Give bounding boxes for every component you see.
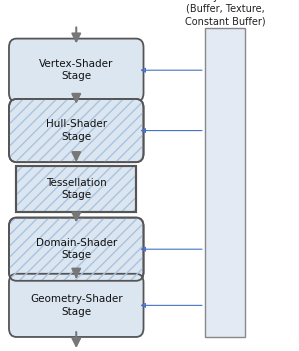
FancyBboxPatch shape <box>205 28 245 337</box>
FancyBboxPatch shape <box>9 218 144 281</box>
Text: Geometry-Shader
Stage: Geometry-Shader Stage <box>30 294 123 317</box>
FancyBboxPatch shape <box>16 166 136 212</box>
Text: Memory Resources
(Buffer, Texture,
Constant Buffer): Memory Resources (Buffer, Texture, Const… <box>179 0 271 26</box>
Text: Hull-Shader
Stage: Hull-Shader Stage <box>46 119 107 142</box>
Text: Tessellation
Stage: Tessellation Stage <box>46 178 107 200</box>
FancyBboxPatch shape <box>9 39 144 102</box>
Text: Domain-Shader
Stage: Domain-Shader Stage <box>36 238 117 260</box>
Text: Vertex-Shader
Stage: Vertex-Shader Stage <box>39 59 113 81</box>
FancyBboxPatch shape <box>9 274 144 337</box>
FancyBboxPatch shape <box>9 99 144 162</box>
